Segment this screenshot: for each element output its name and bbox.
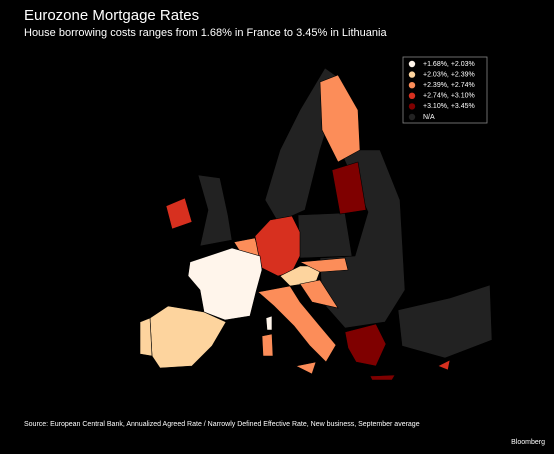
legend-swatch xyxy=(408,71,416,78)
sardinia xyxy=(261,333,274,357)
legend-swatch xyxy=(408,60,416,68)
uk xyxy=(197,174,233,247)
legend-label: +2.03%, +2.39% xyxy=(423,71,475,78)
east xyxy=(319,149,406,329)
subtitle: House borrowing costs ranges from 1.68% … xyxy=(24,27,387,39)
slovenia-croatia xyxy=(299,279,339,309)
greece xyxy=(344,323,387,367)
legend-swatch xyxy=(408,82,416,89)
legend-swatch xyxy=(408,92,416,100)
cyprus xyxy=(437,359,451,371)
legend-label: +1.68%, +2.03% xyxy=(423,61,475,68)
austria xyxy=(279,265,323,287)
baltic xyxy=(331,161,367,215)
portugal xyxy=(139,317,153,357)
legend-label: N/A xyxy=(423,114,435,121)
finland xyxy=(319,74,361,163)
sicily xyxy=(295,361,317,375)
ireland xyxy=(165,197,193,230)
legend-label: +3.10%, +3.45% xyxy=(423,103,475,110)
map xyxy=(139,67,493,381)
turkey xyxy=(397,284,493,359)
legend-label: +2.74%, +3.10% xyxy=(423,93,475,100)
source-note: Source: European Central Bank, Annualize… xyxy=(24,421,420,428)
title: Eurozone Mortgage Rates xyxy=(24,7,199,24)
legend: +1.68%, +2.03% +2.03%, +2.39% +2.39%, +2.7… xyxy=(408,60,475,121)
legend-swatch xyxy=(408,103,416,110)
slovakia xyxy=(298,257,349,273)
italy xyxy=(257,285,337,363)
legend-label: +2.39%, +2.74% xyxy=(423,82,475,89)
poland xyxy=(297,212,353,259)
crete xyxy=(369,374,396,381)
corsica xyxy=(265,315,273,331)
legend-swatch xyxy=(408,113,416,121)
france xyxy=(187,247,263,321)
spain xyxy=(149,305,227,369)
credit: Bloomberg xyxy=(511,439,545,446)
legend-box xyxy=(402,56,488,124)
